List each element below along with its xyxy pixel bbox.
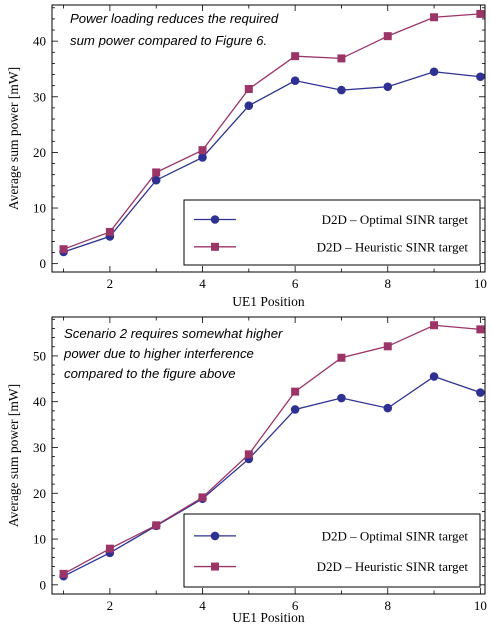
y-tick-label: 40: [33, 394, 46, 409]
x-tick-label: 6: [292, 276, 299, 291]
data-point: [244, 101, 254, 110]
chart-1: 2 4 6 8 10 0 10 20 30 40 UE1 Position Average sum p…: [6, 4, 487, 309]
plot-frame: [51, 316, 486, 595]
data-point: [429, 372, 439, 381]
legend-label: D2D – Optimal SINR target: [322, 212, 469, 227]
x-tick-label: 4: [199, 276, 206, 291]
data-point: [291, 52, 300, 61]
y-tick-label: 10: [33, 532, 46, 547]
data-point: [244, 450, 253, 459]
x-tick-label: 2: [107, 598, 114, 613]
y-axis-label: Average sum power [mW]: [6, 384, 21, 527]
x-tick-label: 6: [292, 598, 299, 613]
data-point: [337, 393, 346, 403]
y-tick-label: 20: [33, 486, 46, 501]
legend-label: D2D – Optimal SINR target: [322, 528, 469, 543]
legend-box: [183, 199, 481, 266]
data-point: [430, 13, 439, 22]
data-point: [290, 76, 300, 85]
chart-2: 2 4 6 8 10 0 10 20 30 40 50 UE1 Position Average sum…: [6, 316, 487, 625]
series-line-1: [63, 375, 481, 577]
legend-label: D2D – Heuristic SINR target: [317, 239, 469, 254]
data-point: [476, 9, 485, 18]
data-point: [337, 85, 346, 95]
data-point: [383, 403, 393, 413]
series-line-1: [63, 71, 481, 253]
annotation-line: sum power compared to Figure 6.: [70, 33, 267, 48]
legend-marker: [211, 562, 219, 571]
y-tick-label: 0: [40, 256, 47, 271]
data-point: [337, 54, 346, 63]
data-point: [198, 493, 207, 502]
x-axis-label: UE1 Position: [232, 294, 305, 309]
series-line-2: [63, 13, 481, 250]
series-line-2: [63, 324, 481, 575]
x-tick-label: 8: [384, 276, 391, 291]
y-tick-label: 50: [33, 348, 46, 363]
data-point: [152, 521, 161, 530]
legend-label: D2D – Heuristic SINR target: [317, 559, 469, 574]
x-axis-label: UE1 Position: [232, 610, 305, 625]
y-tick-label: 30: [33, 89, 46, 104]
legend: D2D – Optimal SINR target D2D – Heuristic…: [183, 513, 481, 588]
annotation-line: power due to higher interference: [63, 346, 254, 361]
data-point: [59, 245, 68, 254]
data-point: [429, 67, 439, 77]
data-point: [291, 387, 300, 396]
data-point: [198, 153, 207, 162]
legend: D2D – Optimal SINR target D2D – Heuristic…: [183, 199, 481, 266]
data-point: [59, 569, 68, 578]
data-point: [476, 72, 485, 82]
data-point: [383, 32, 392, 41]
legend-marker: [211, 242, 219, 251]
legend-marker: [210, 531, 220, 541]
x-tick-label: 10: [474, 276, 487, 291]
y-axis-label: Average sum power [mW]: [6, 67, 21, 210]
data-point: [151, 175, 161, 185]
data-point: [476, 388, 485, 397]
annotation-line: compared to the figure above: [64, 366, 236, 381]
y-tick-label: 40: [33, 34, 46, 49]
data-point: [290, 405, 300, 414]
data-point: [198, 146, 207, 155]
data-point: [383, 342, 392, 351]
x-tick-label: 2: [107, 276, 114, 291]
y-tick-label: 10: [33, 201, 46, 216]
legend-box: [183, 513, 481, 588]
x-tick-label: 8: [384, 598, 391, 613]
data-point: [105, 544, 114, 553]
data-point: [152, 168, 161, 177]
x-tick-label: 10: [474, 598, 487, 613]
x-tick-label: 4: [199, 598, 206, 613]
plot-frame: [51, 4, 486, 273]
data-point: [105, 227, 114, 236]
annotation-line: Scenario 2 requires somewhat higher: [64, 326, 283, 341]
legend-marker: [210, 215, 220, 224]
y-tick-label: 0: [40, 577, 47, 592]
data-point: [383, 82, 393, 92]
y-tick-label: 20: [33, 145, 46, 160]
data-point: [244, 84, 253, 93]
y-tick-label: 30: [33, 440, 46, 455]
data-point: [430, 321, 439, 330]
data-point: [476, 325, 485, 334]
data-point: [337, 353, 346, 362]
annotation-line: Power loading reduces the required: [70, 11, 279, 26]
